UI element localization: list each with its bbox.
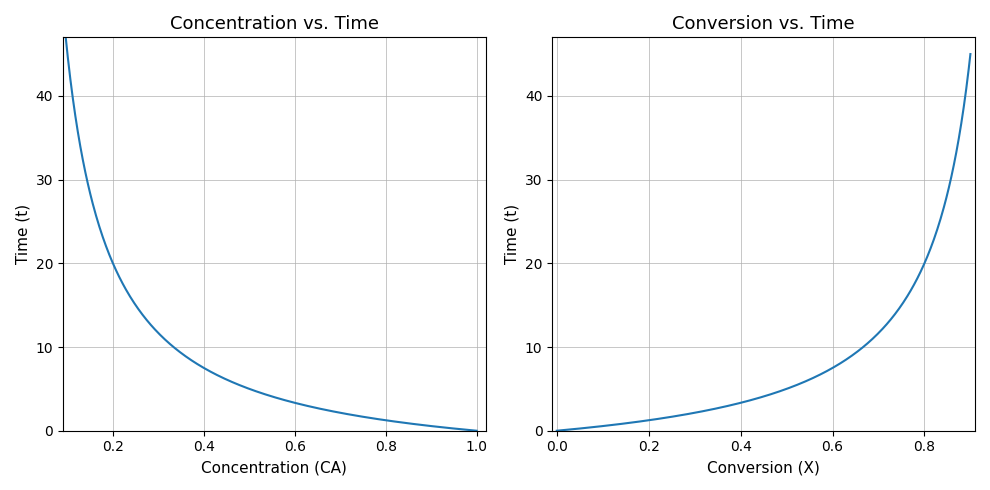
X-axis label: Conversion (X): Conversion (X) bbox=[707, 460, 820, 475]
Title: Conversion vs. Time: Conversion vs. Time bbox=[672, 15, 855, 33]
Y-axis label: Time (t): Time (t) bbox=[15, 204, 30, 264]
X-axis label: Concentration (CA): Concentration (CA) bbox=[201, 460, 347, 475]
Y-axis label: Time (t): Time (t) bbox=[504, 204, 519, 264]
Title: Concentration vs. Time: Concentration vs. Time bbox=[170, 15, 379, 33]
